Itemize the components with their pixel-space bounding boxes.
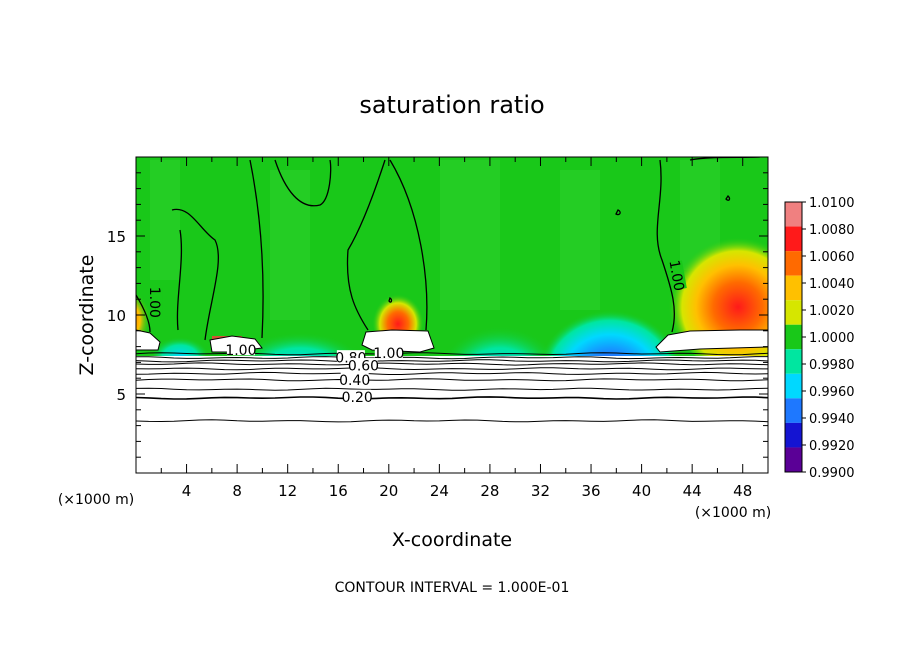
contour-line bbox=[136, 419, 768, 423]
colorbar-swatch bbox=[785, 422, 802, 448]
svg-text:0.60: 0.60 bbox=[348, 359, 379, 375]
x-tick-label: 28 bbox=[480, 482, 499, 500]
svg-text:1.00: 1.00 bbox=[373, 346, 404, 362]
colorbar-label: 1.0080 bbox=[809, 223, 855, 238]
x-unit-right: (×1000 m) bbox=[695, 505, 771, 521]
contour-label: 0.20 bbox=[342, 389, 373, 406]
x-axis-label: X-coordinate bbox=[392, 529, 512, 551]
colorbar-label: 1.0020 bbox=[809, 304, 855, 319]
contour-line bbox=[136, 378, 768, 382]
colorbar-label: 1.0040 bbox=[809, 277, 855, 292]
contour-lines bbox=[136, 352, 768, 423]
colorbar-swatch bbox=[785, 349, 802, 374]
contour-line bbox=[136, 359, 768, 363]
colorbar-swatch bbox=[785, 373, 802, 399]
plot-area: 1.001.000.801.000.600.400.201.00 bbox=[136, 157, 768, 473]
contour-labels: 1.001.000.801.000.600.400.201.00 bbox=[146, 259, 687, 406]
x-tick-label: 32 bbox=[531, 482, 550, 500]
y-tick-label: 15 bbox=[107, 228, 126, 246]
dry-region-far-west bbox=[150, 325, 210, 365]
colorbar-label: 1.0060 bbox=[809, 250, 855, 265]
colorbar-label: 0.9960 bbox=[809, 385, 855, 400]
colorbar-swatch bbox=[785, 300, 802, 325]
x-tick-label: 24 bbox=[430, 482, 449, 500]
contour-line bbox=[136, 371, 768, 375]
x-tick-label: 44 bbox=[683, 482, 702, 500]
contour-label: 0.40 bbox=[339, 372, 370, 389]
colorbar-swatch bbox=[785, 202, 802, 227]
contour-interval-note: CONTOUR INTERVAL = 1.000E-01 bbox=[335, 580, 570, 596]
contour-label: 1.00 bbox=[665, 259, 687, 292]
colorbar-label: 1.0100 bbox=[809, 196, 855, 211]
colorbar-swatch bbox=[785, 324, 802, 350]
svg-text:0.20: 0.20 bbox=[342, 390, 373, 406]
svg-text:1.00: 1.00 bbox=[225, 343, 256, 359]
x-tick-label: 12 bbox=[278, 482, 297, 500]
svg-text:1.00: 1.00 bbox=[665, 259, 686, 292]
x-tick-label: 20 bbox=[379, 482, 398, 500]
colorbar-label: 0.9900 bbox=[809, 466, 855, 481]
contour-line bbox=[136, 367, 768, 371]
colorbar-swatch bbox=[785, 226, 802, 252]
colorbar: 1.0100 1.0080 1.0060 1.0040 1.0020 1.0000 0.99… bbox=[784, 196, 855, 481]
svg-text:0.40: 0.40 bbox=[339, 373, 370, 389]
x-tick-label: 8 bbox=[232, 482, 242, 500]
y-tick-label: 5 bbox=[116, 386, 126, 404]
svg-text:1.00: 1.00 bbox=[146, 287, 162, 318]
colorbar-swatch bbox=[785, 447, 802, 472]
x-tick-label: 40 bbox=[632, 482, 651, 500]
contour-label: 0.60 bbox=[348, 358, 379, 375]
colorbar-swatch bbox=[785, 398, 802, 423]
colorbar-swatch bbox=[785, 275, 802, 301]
x-axis-ticks: 4 8 12 16 20 24 28 32 36 40 44 48 bbox=[160, 157, 752, 500]
colorbar-swatch bbox=[785, 251, 802, 276]
y-axis-label: Z-coordinate bbox=[76, 255, 98, 376]
x-tick-label: 4 bbox=[182, 482, 192, 500]
contour-label: 1.00 bbox=[373, 345, 404, 362]
contour-line bbox=[136, 387, 768, 391]
x-tick-label: 16 bbox=[329, 482, 348, 500]
contour-line bbox=[136, 396, 768, 400]
colorbar-label: 0.9980 bbox=[809, 358, 855, 373]
y-tick-label: 10 bbox=[107, 307, 126, 325]
colorbar-label: 0.9920 bbox=[809, 439, 855, 454]
contour-label: 1.00 bbox=[225, 342, 256, 359]
colorbar-label: 0.9940 bbox=[809, 412, 855, 427]
chart-title: saturation ratio bbox=[359, 91, 544, 119]
stable-layer bbox=[136, 356, 768, 473]
contour-line bbox=[136, 362, 768, 366]
x-tick-label: 36 bbox=[581, 482, 600, 500]
colorbar-label: 1.0000 bbox=[809, 331, 855, 346]
x-unit-left: (×1000 m) bbox=[58, 492, 134, 508]
contour-line bbox=[136, 356, 768, 360]
contour-label: 1.00 bbox=[146, 287, 163, 318]
y-axis-ticks: 5 10 15 bbox=[107, 172, 768, 458]
x-tick-label: 48 bbox=[733, 482, 752, 500]
